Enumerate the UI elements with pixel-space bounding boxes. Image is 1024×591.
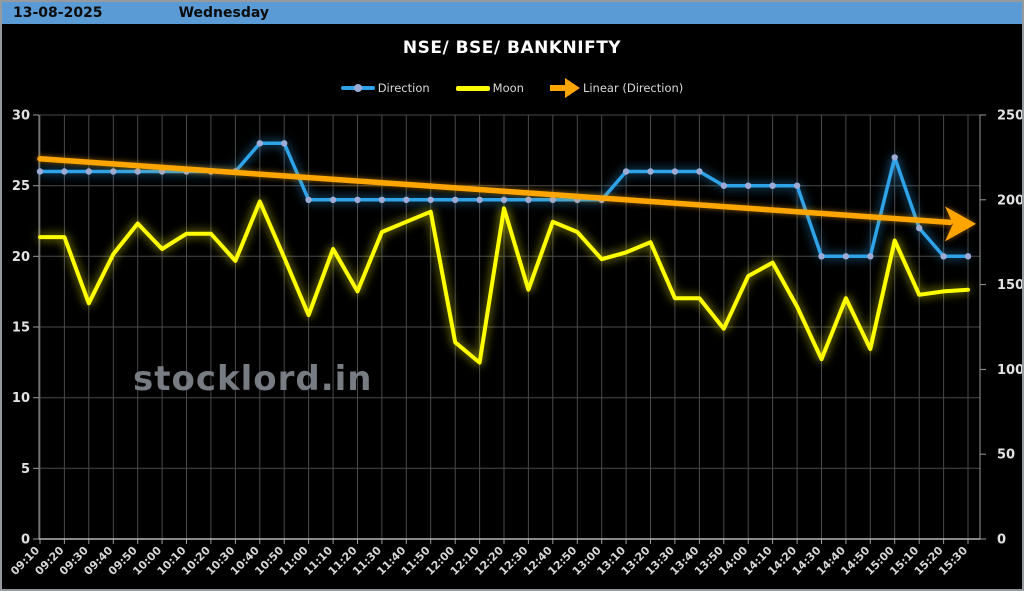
y-axis-left-label: 20 xyxy=(12,250,30,265)
direction-marker xyxy=(671,168,679,175)
direction-marker xyxy=(476,196,483,203)
moon-line-swatch-icon xyxy=(455,85,490,91)
trend-line xyxy=(37,156,953,226)
direction-marker xyxy=(793,182,801,189)
direction-marker xyxy=(647,168,654,175)
legend-item-linear: Linear (Direction) xyxy=(549,78,684,98)
header-weekday: Wednesday xyxy=(178,5,269,21)
legend-label-moon: Moon xyxy=(492,81,524,95)
direction-marker xyxy=(745,182,752,189)
y-axis-right-label: 150 xyxy=(997,278,1024,293)
direction-marker xyxy=(452,196,459,203)
direction-marker xyxy=(916,224,923,232)
direction-marker xyxy=(696,168,703,175)
direction-marker xyxy=(36,168,44,175)
trend-arrow-swatch-icon xyxy=(549,78,580,98)
direction-marker xyxy=(818,253,825,260)
y-axis-left-label: 25 xyxy=(12,179,30,194)
direction-marker xyxy=(891,154,898,161)
direction-marker-icon xyxy=(353,84,362,92)
y-axis-left-label: 0 xyxy=(21,533,30,548)
direction-marker xyxy=(720,182,727,189)
direction-marker xyxy=(85,168,93,175)
direction-marker xyxy=(281,140,288,147)
direction-marker xyxy=(256,140,263,147)
direction-marker xyxy=(134,168,141,175)
direction-marker xyxy=(500,196,508,203)
y-axis-left-label: 5 xyxy=(21,462,30,477)
legend-item-moon: Moon xyxy=(455,81,524,95)
direction-marker xyxy=(549,196,556,203)
direction-marker xyxy=(354,196,361,203)
direction-marker xyxy=(622,168,630,175)
y-axis-left-label: 10 xyxy=(12,391,30,406)
direction-marker xyxy=(964,253,972,260)
y-axis-right-label: 50 xyxy=(997,448,1015,463)
chart-title: NSE/ BSE/ BANKNIFTY xyxy=(402,38,622,58)
header-bar: 13-08-2025 Wednesday xyxy=(2,2,1022,26)
y-axis-right-label: 250 xyxy=(997,109,1024,124)
y-axis-left-label: 15 xyxy=(12,321,30,336)
legend-label-linear: Linear (Direction) xyxy=(582,81,684,95)
y-axis-right-label: 0 xyxy=(997,533,1006,548)
direction-marker xyxy=(329,196,337,203)
direction-marker xyxy=(110,168,117,175)
legend-item-direction: Direction xyxy=(340,81,430,95)
y-axis-left-label: 30 xyxy=(12,109,30,124)
direction-marker xyxy=(378,196,386,203)
direction-marker xyxy=(403,196,410,203)
header-date: 13-08-2025 xyxy=(13,5,103,21)
direction-marker xyxy=(842,253,850,260)
trend-arrowhead xyxy=(945,206,976,242)
direction-marker xyxy=(867,253,874,260)
y-axis-right-label: 200 xyxy=(997,193,1024,208)
watermark: stocklord.in xyxy=(133,359,373,399)
legend: Direction Moon Linear (Direction) xyxy=(2,78,1022,98)
legend-label-direction: Direction xyxy=(377,81,430,95)
direction-marker xyxy=(940,253,947,260)
direction-marker xyxy=(305,196,312,203)
direction-marker xyxy=(769,182,776,189)
direction-marker xyxy=(525,196,532,203)
direction-marker xyxy=(61,168,68,175)
y-axis-right-label: 100 xyxy=(997,363,1024,378)
direction-line-swatch-icon xyxy=(340,84,375,92)
moon-line xyxy=(38,199,970,365)
direction-marker xyxy=(427,196,434,203)
